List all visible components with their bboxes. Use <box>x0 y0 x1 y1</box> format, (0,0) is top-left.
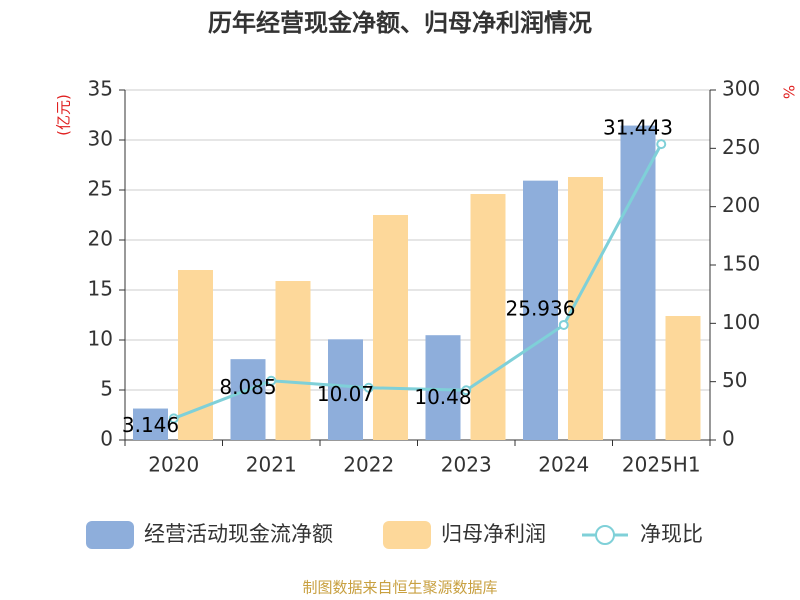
bar <box>133 408 168 440</box>
y2-tick-label: 200 <box>722 193 760 217</box>
legend-swatch <box>86 521 134 549</box>
y2-tick-label: 250 <box>722 135 760 159</box>
x-tick-label: 2022 <box>343 453 394 477</box>
bar <box>425 335 461 440</box>
bar <box>523 180 558 440</box>
data-label: 31.443 <box>603 116 673 140</box>
bar <box>275 281 311 440</box>
legend-swatch <box>595 525 615 545</box>
source-note: 制图数据来自恒生聚源数据库 <box>302 579 497 597</box>
line-point <box>168 413 179 424</box>
legend-swatch <box>383 521 431 549</box>
y-tick-label: 30 <box>88 127 113 151</box>
line-point <box>558 319 569 330</box>
y-tick-label: 20 <box>88 227 113 251</box>
bar <box>230 359 266 440</box>
line-point <box>461 385 472 396</box>
y2-tick-label: 0 <box>722 427 735 451</box>
legend-label: 归母净利润 <box>441 522 546 546</box>
x-tick-label: 2023 <box>441 453 492 477</box>
legend-label: 净现比 <box>640 522 703 546</box>
data-label: 25.936 <box>506 296 576 320</box>
y2-tick-label: 150 <box>722 252 760 276</box>
data-label: 8.085 <box>219 375 276 399</box>
y-tick-label: 10 <box>88 327 113 351</box>
x-tick-label: 2025H1 <box>622 453 701 477</box>
x-tick-label: 2020 <box>148 453 199 477</box>
y-tick-label: 15 <box>88 277 113 301</box>
y2-tick-label: 50 <box>722 368 747 392</box>
bar <box>373 215 408 440</box>
y2-tick-label: 100 <box>722 310 760 334</box>
bar <box>665 316 701 440</box>
y-tick-label: 35 <box>88 77 113 101</box>
y2-axis-label: % <box>780 85 798 99</box>
data-label: 3.146 <box>122 413 179 437</box>
y-tick-label: 25 <box>88 177 113 201</box>
line-point <box>266 375 277 386</box>
bar <box>470 194 506 440</box>
legend-label: 经营活动现金流净额 <box>144 522 333 546</box>
y2-tick-label: 300 <box>722 77 760 101</box>
x-tick-label: 2021 <box>246 453 297 477</box>
x-tick-label: 2024 <box>538 453 589 477</box>
bar <box>328 339 363 440</box>
line-point <box>656 139 667 150</box>
y-tick-label: 5 <box>100 377 113 401</box>
line-point <box>363 382 374 393</box>
line <box>173 143 663 420</box>
y-axis-label: (亿元) <box>55 94 73 136</box>
y-tick-label: 0 <box>100 427 113 451</box>
chart-title: 历年经营现金净额、归母净利润情况 <box>208 9 592 37</box>
data-label: 10.07 <box>317 382 374 406</box>
bar <box>178 270 213 440</box>
data-label: 10.48 <box>414 385 471 409</box>
bar <box>620 125 656 440</box>
